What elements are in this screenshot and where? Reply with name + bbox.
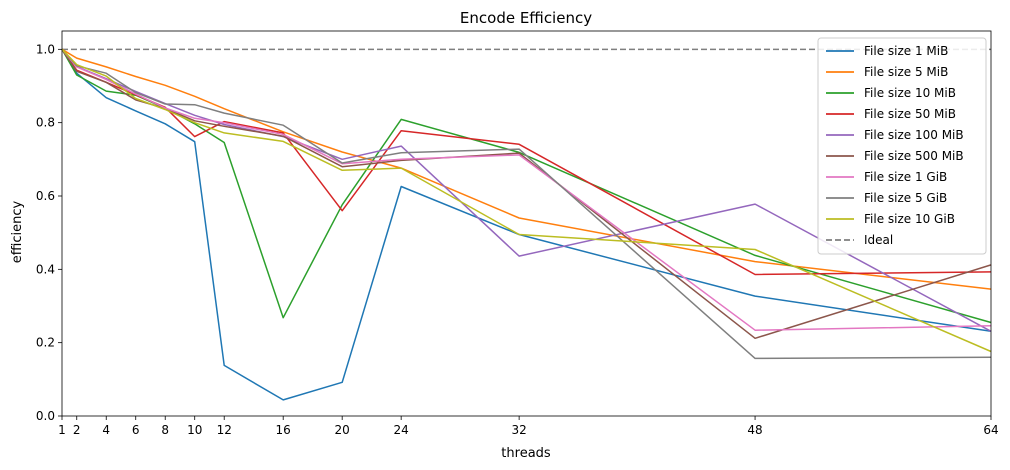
- plot-area: 1 2 4 6 8 10 12 16 20 24 32 48 640.00.20.40.60.81.0: [36, 30, 999, 437]
- legend-label: File size 5 GiB: [864, 191, 947, 205]
- legend: File size 1 MiB File size 5 MiB File size …: [817, 37, 987, 255]
- legend-label: File size 10 MiB: [864, 86, 956, 100]
- x-tick-label: 4: [102, 423, 110, 437]
- chart-title: Encode Efficiency: [460, 9, 592, 27]
- x-tick-label: 16: [276, 423, 291, 437]
- legend-label: File size 10 GiB: [864, 212, 955, 226]
- series-line-7: [61, 48, 992, 331]
- x-tick-label: 1: [58, 423, 66, 437]
- legend-label: File size 100 MiB: [864, 128, 964, 142]
- legend-label: File size 500 MiB: [864, 149, 964, 163]
- y-axis-title: efficiency: [10, 200, 25, 263]
- x-tick-label: 48: [747, 423, 762, 437]
- x-tick-label: 10: [187, 423, 202, 437]
- x-tick-label: 64: [983, 423, 998, 437]
- legend-label: File size 5 MiB: [864, 65, 948, 79]
- y-tick-label: 0.2: [36, 336, 55, 350]
- y-tick-label: 0.6: [36, 189, 55, 203]
- x-tick-label: 8: [161, 423, 169, 437]
- legend-label: File size 1 GiB: [864, 170, 947, 184]
- x-tick-label: 20: [335, 423, 350, 437]
- plot-frame: [61, 30, 992, 417]
- series-line-2: [61, 48, 992, 290]
- x-tick-label: 6: [132, 423, 140, 437]
- series-line-6: [61, 48, 992, 340]
- x-tick-label: 32: [511, 423, 526, 437]
- legend-label: File size 50 MiB: [864, 107, 956, 121]
- legend-box: [817, 37, 987, 255]
- series-line-8: [61, 48, 992, 360]
- x-axis-title: threads: [501, 446, 551, 461]
- legend-label: Ideal: [864, 233, 893, 247]
- y-tick-label: 0.0: [36, 409, 55, 423]
- y-tick-label: 0.8: [36, 116, 55, 130]
- y-tick-label: 0.4: [36, 262, 55, 276]
- x-tick-label: 12: [217, 423, 232, 437]
- series-line-9: [61, 48, 992, 353]
- x-tick-label: 24: [394, 423, 409, 437]
- legend-label: File size 1 MiB: [864, 44, 948, 58]
- y-tick-label: 1.0: [36, 42, 55, 56]
- x-tick-label: 2: [73, 423, 81, 437]
